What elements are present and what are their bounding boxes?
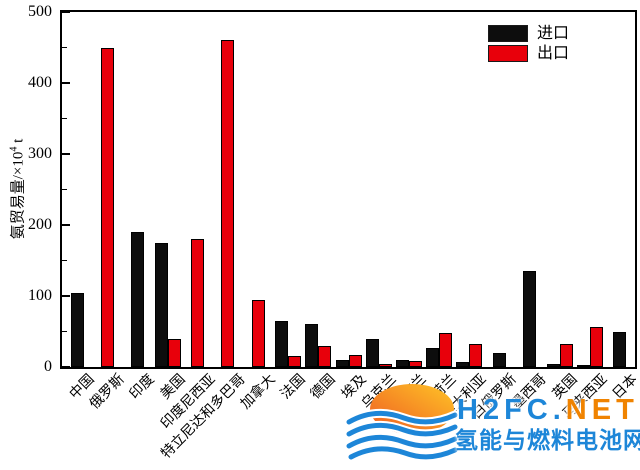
import-swatch	[488, 25, 528, 42]
bar-出口-法国	[288, 356, 302, 367]
watermark-site-name: H2FC.NET	[457, 396, 639, 425]
x-axis-label-印度: 印度	[127, 372, 159, 403]
y-minor-tick	[62, 330, 67, 333]
bar-出口-美国	[167, 338, 181, 367]
bar-进口-中国	[70, 292, 84, 367]
h2fc-logo	[346, 384, 460, 462]
bar-进口-法国	[275, 320, 289, 367]
x-axis-label-法国: 法国	[278, 372, 309, 403]
bar-进口-埃及	[335, 359, 349, 367]
plot-area: 进口 出口	[60, 10, 637, 369]
bar-出口-马来西亚	[589, 326, 603, 367]
y-tick-label-200: 200	[28, 216, 52, 233]
y-major-tick	[62, 153, 70, 155]
bar-出口-波兰	[408, 361, 422, 367]
bar-出口-乌克兰	[378, 363, 392, 367]
y-major-tick	[62, 295, 70, 297]
bar-进口-日本	[613, 331, 627, 367]
y-minor-tick	[62, 46, 67, 49]
bar-出口-德国	[318, 345, 332, 367]
y-tick-label-300: 300	[28, 145, 52, 162]
waves-icon	[346, 408, 460, 462]
bar-出口-荷兰	[439, 332, 452, 367]
x-axis-label-德国: 德国	[308, 372, 339, 403]
y-tick-label-400: 400	[28, 74, 52, 91]
bar-进口-德国	[305, 324, 319, 367]
bar-进口-印度	[130, 232, 144, 367]
bar-进口-英国	[546, 363, 560, 367]
watermark-site-name-cn: 氢能与燃料电池网	[455, 427, 640, 453]
bar-进口-白俄罗斯	[492, 352, 506, 367]
watermark-h2fc: H2FC	[457, 394, 553, 426]
watermark: H2FC.NET 氢能与燃料电池网	[340, 380, 640, 470]
legend-item-export: 出口	[488, 45, 569, 62]
y-major-tick	[62, 366, 70, 368]
y-minor-tick	[62, 188, 67, 191]
bar-进口-乌克兰	[365, 338, 379, 367]
export-swatch	[488, 45, 528, 62]
watermark-dot: .	[552, 394, 566, 426]
legend: 进口 出口	[488, 25, 569, 65]
bar-进口-墨西哥	[522, 271, 536, 367]
bar-出口-加拿大	[251, 299, 265, 367]
y-major-tick	[62, 224, 70, 226]
bar-进口-马来西亚	[576, 364, 590, 367]
bar-出口-埃及	[348, 354, 362, 367]
y-tick-label-500: 500	[28, 3, 52, 20]
y-minor-tick	[62, 117, 67, 120]
bar-出口-特立尼达和多巴哥	[221, 40, 235, 367]
bar-进口-荷兰	[426, 347, 439, 367]
bar-进口-美国	[154, 242, 168, 367]
bar-出口-澳大利亚	[469, 344, 483, 367]
y-major-tick	[62, 11, 70, 13]
watermark-net: NET	[565, 394, 639, 426]
y-minor-tick	[62, 259, 67, 262]
y-tick-label-100: 100	[28, 287, 52, 304]
bar-出口-英国	[559, 344, 573, 367]
bar-出口-印度尼西亚	[191, 239, 205, 367]
export-label: 出口	[537, 45, 570, 62]
bar-进口-澳大利亚	[456, 362, 470, 367]
bar-进口-波兰	[395, 359, 409, 367]
bar-出口-俄罗斯	[100, 47, 114, 367]
y-major-tick	[62, 82, 70, 84]
legend-item-import: 进口	[488, 25, 569, 42]
import-label: 进口	[537, 25, 570, 42]
y-tick-label-0: 0	[44, 358, 52, 375]
